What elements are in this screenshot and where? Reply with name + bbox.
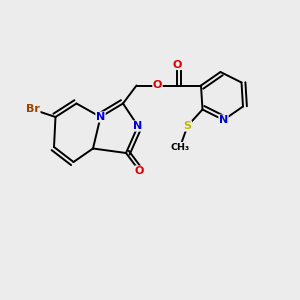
Text: O: O <box>153 80 162 91</box>
Text: N: N <box>134 121 142 131</box>
Text: O: O <box>135 166 144 176</box>
Text: CH₃: CH₃ <box>170 142 190 152</box>
Text: S: S <box>184 121 191 131</box>
Text: O: O <box>172 59 182 70</box>
Text: N: N <box>96 112 105 122</box>
Text: Br: Br <box>26 104 40 115</box>
Text: N: N <box>219 115 228 125</box>
